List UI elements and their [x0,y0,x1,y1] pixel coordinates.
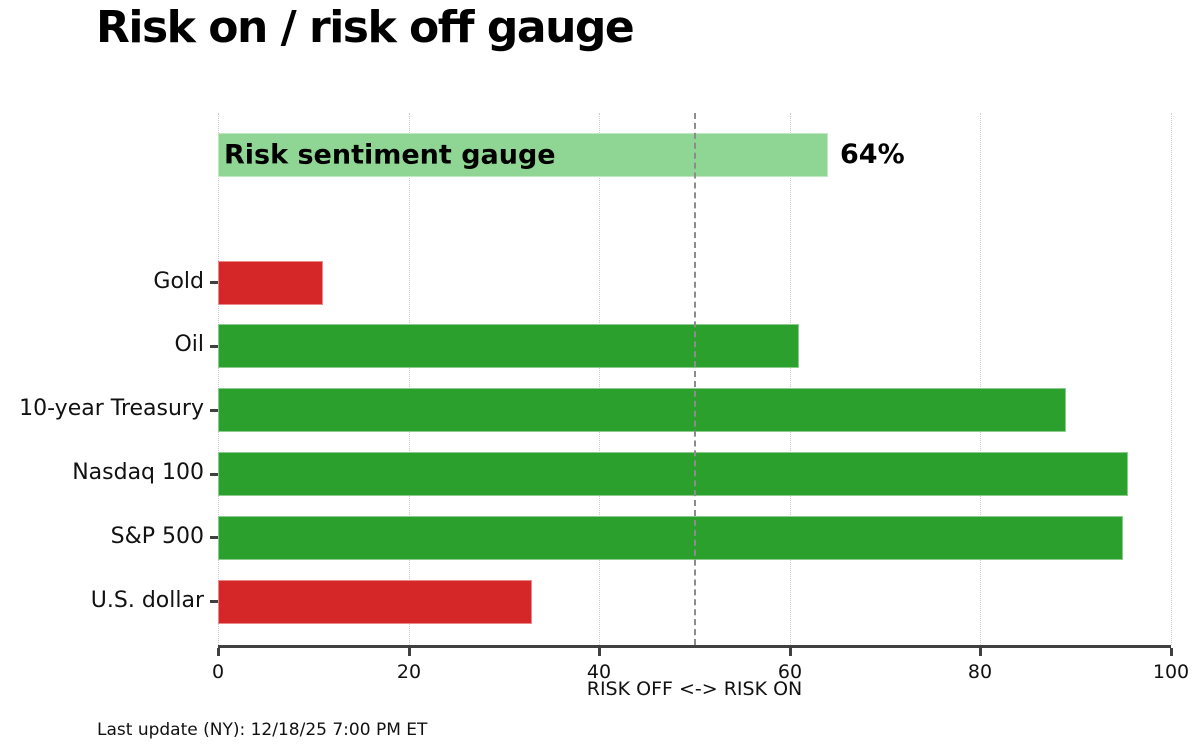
y-label-10-year-treasury: 10-year Treasury [19,396,204,421]
y-label-u-s-dollar: U.S. dollar [90,588,204,613]
x-tick-60 [789,648,792,656]
gridline-20 [408,113,410,645]
gridline-60 [789,113,791,645]
bar-value-label: 64% [840,139,905,170]
x-tick-80 [979,648,982,656]
gridline-40 [598,113,600,645]
risk-midline [694,113,696,645]
y-label-s-p-500: S&P 500 [110,524,204,549]
bar-10-year-treasury [218,388,1066,432]
x-tick-20 [408,648,411,656]
bar-oil [218,324,799,368]
y-tick-gold [210,281,218,284]
x-tick-0 [217,648,220,656]
x-tick-label-0: 0 [211,661,225,683]
y-label-nasdaq-100: Nasdaq 100 [72,460,204,485]
x-tick-label-20: 20 [396,661,422,683]
x-tick-label-80: 80 [967,661,993,683]
y-tick-10-year-treasury [210,409,218,412]
y-tick-oil [210,345,218,348]
last-update-note: Last update (NY): 12/18/25 7:00 PM ET [97,720,428,740]
y-label-gold: Gold [153,269,204,294]
bar-gold [218,261,323,305]
bar-nasdaq-100 [218,452,1128,496]
x-axis-label: RISK OFF <-> RISK ON [586,678,803,700]
x-tick-label-60: 60 [777,661,803,683]
x-tick-label-40: 40 [586,661,612,683]
x-tick-label-100: 100 [1152,661,1190,683]
gridline-100 [1170,113,1172,645]
bar-inline-label: Risk sentiment gauge [224,139,556,171]
x-tick-100 [1170,648,1173,656]
plot-area: 0 20 40 60 80 100 Risk sentiment gauge 64% Gold O… [19,113,1189,683]
x-tick-40 [598,648,601,656]
y-label-oil: Oil [174,332,204,357]
bar-risk-sentiment-gauge: Risk sentiment gauge [218,133,828,177]
y-tick-u-s-dollar [210,600,218,603]
bar-u-s-dollar [218,580,532,624]
chart-title: Risk on / risk off gauge [96,2,635,53]
y-tick-s-p-500 [210,536,218,539]
gridline-0 [217,113,219,645]
y-tick-nasdaq-100 [210,473,218,476]
bar-s-p-500 [218,516,1123,560]
gridline-80 [979,113,981,645]
